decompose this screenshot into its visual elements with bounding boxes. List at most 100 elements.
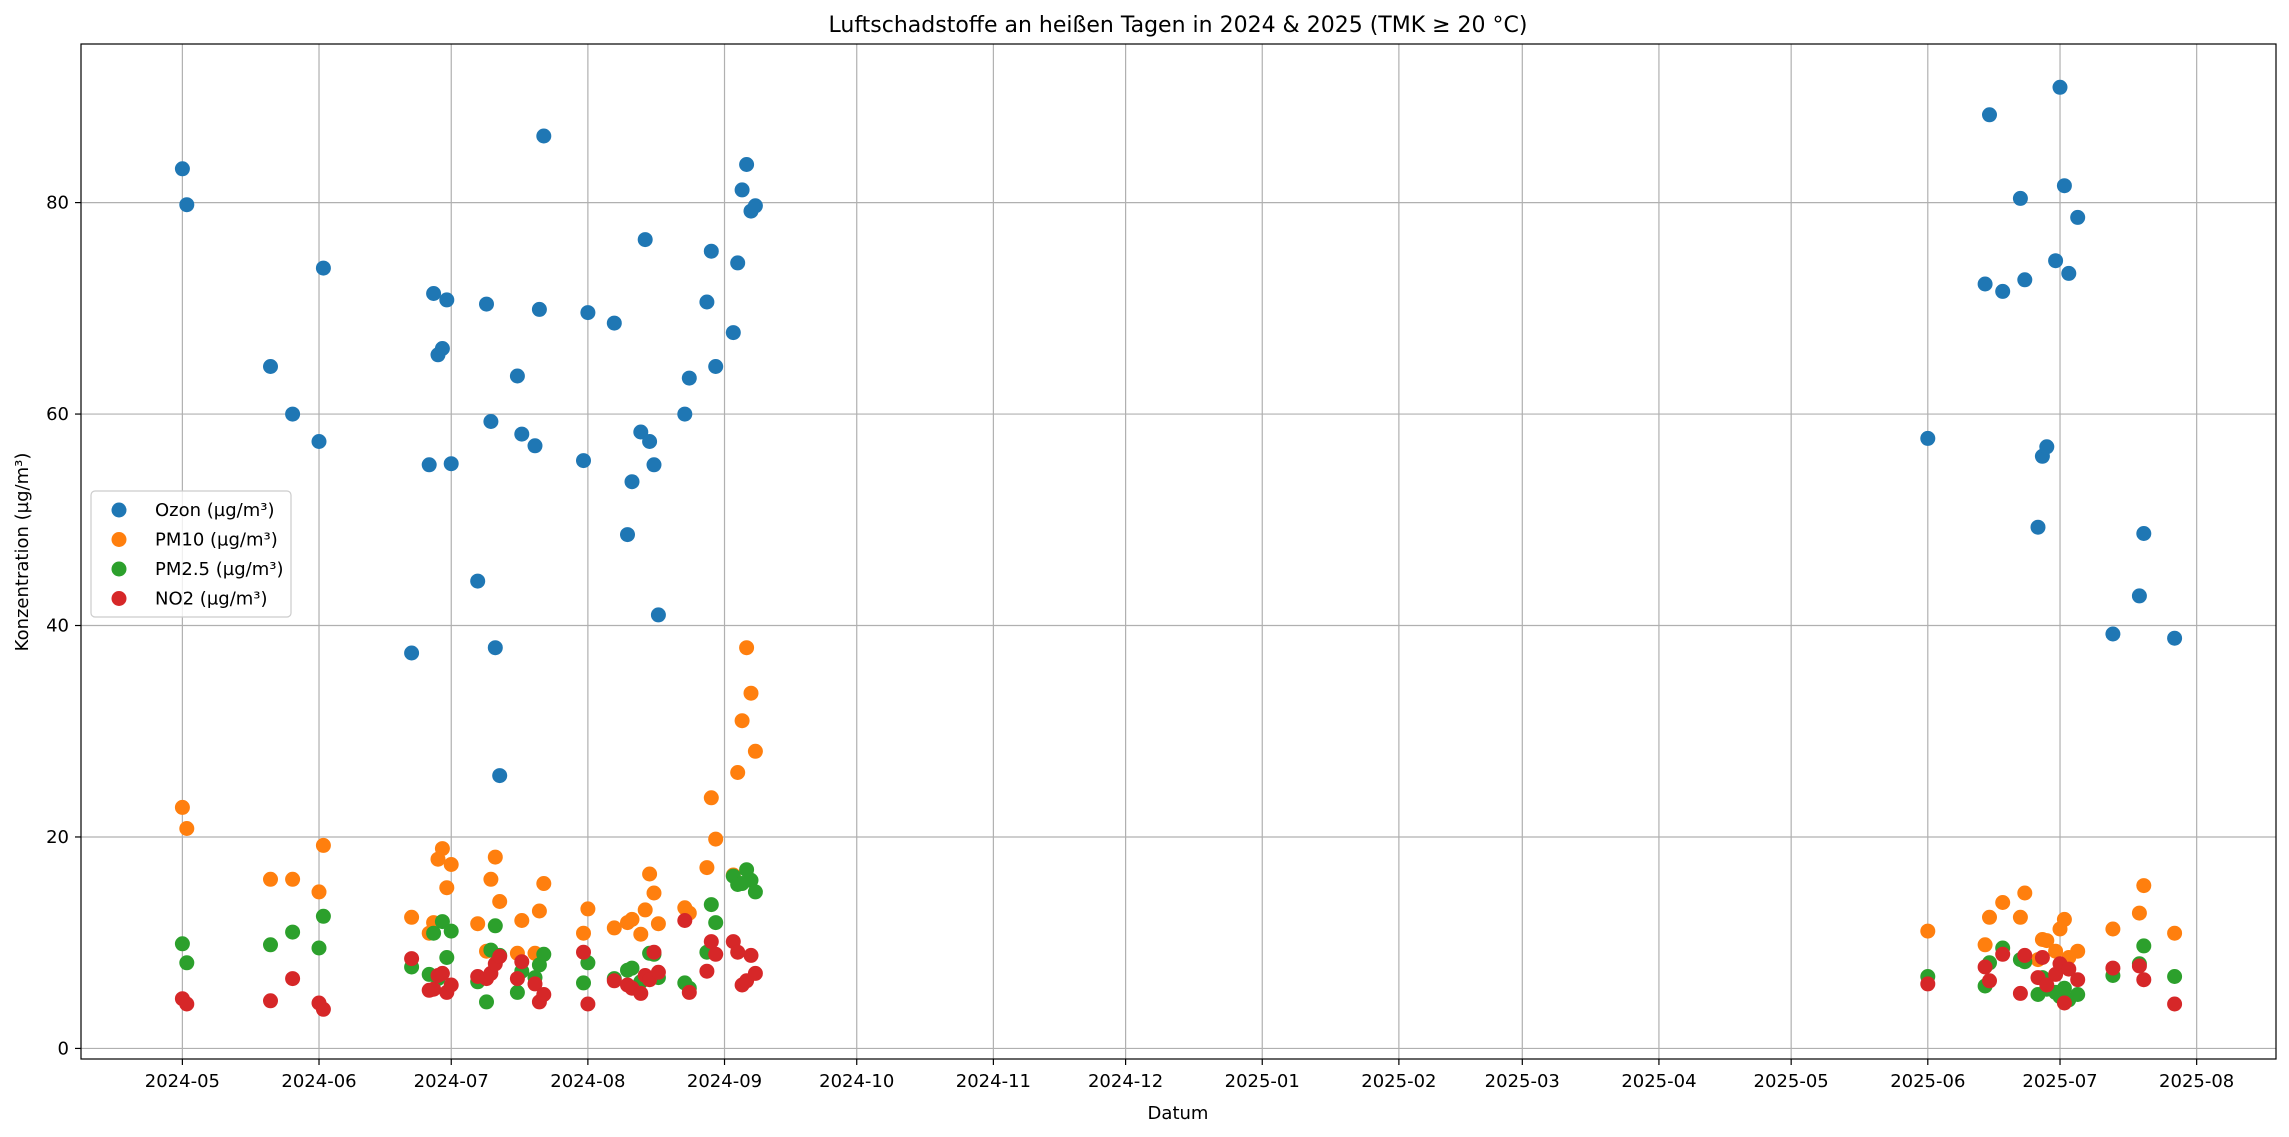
- data-point: [650, 916, 666, 932]
- y-axis-ticks: 0 20 40 60 80: [46, 193, 81, 1059]
- data-point: [285, 406, 301, 422]
- data-point: [576, 944, 591, 960]
- data-point: [703, 243, 719, 259]
- data-point: [730, 255, 746, 271]
- x-tick-label: 2024-12: [1088, 1071, 1163, 1092]
- data-point: [1920, 923, 1936, 939]
- data-point: [699, 294, 715, 310]
- data-point: [285, 871, 301, 887]
- data-point: [479, 994, 494, 1010]
- data-point: [514, 426, 530, 442]
- x-tick-label: 2024-09: [687, 1071, 762, 1092]
- legend: Ozon (µg/m³) PM10 (µg/m³) PM2.5 (µg/m³) NO2…: [90, 490, 292, 618]
- legend-marker: [111, 502, 127, 518]
- y-tick-label: 0: [58, 1038, 69, 1059]
- series-3: [174, 913, 2183, 1017]
- data-point: [483, 871, 499, 887]
- data-point: [2105, 626, 2121, 642]
- data-point: [730, 944, 746, 960]
- data-point: [725, 325, 741, 341]
- data-point: [2070, 972, 2086, 988]
- data-point: [285, 924, 301, 940]
- data-point: [606, 973, 622, 989]
- data-point: [2056, 995, 2072, 1011]
- data-point: [677, 406, 693, 422]
- data-point: [2039, 933, 2055, 949]
- x-tick-label: 2024-06: [281, 1071, 356, 1092]
- y-tick-label: 80: [46, 193, 69, 214]
- data-point: [263, 937, 278, 953]
- data-point: [739, 157, 755, 172]
- data-point: [708, 946, 724, 962]
- data-point: [2012, 909, 2028, 925]
- data-point: [2167, 630, 2183, 646]
- data-point: [536, 946, 552, 962]
- data-point: [404, 645, 420, 661]
- data-point: [434, 965, 450, 981]
- data-point: [642, 866, 658, 882]
- data-point: [2070, 943, 2086, 959]
- data-point: [739, 640, 755, 656]
- x-tick-label: 2025-08: [2159, 1071, 2234, 1092]
- data-point: [421, 457, 437, 473]
- data-point: [509, 971, 525, 987]
- series-0: [174, 79, 2183, 784]
- data-point: [624, 474, 640, 490]
- plot-area: [81, 44, 2276, 1059]
- data-point: [2030, 519, 2046, 535]
- data-point: [734, 713, 750, 729]
- data-point: [263, 871, 278, 887]
- data-point: [179, 821, 195, 836]
- legend-entry: NO2 (µg/m³): [155, 589, 268, 610]
- data-point: [747, 743, 763, 759]
- data-point: [2039, 977, 2055, 993]
- data-point: [677, 913, 693, 928]
- data-point: [426, 925, 442, 941]
- data-point: [2017, 947, 2033, 963]
- data-point: [263, 993, 278, 1009]
- data-point: [650, 607, 666, 623]
- x-axis-label: Datum: [1148, 1103, 1209, 1124]
- data-point: [637, 902, 653, 918]
- data-point: [492, 948, 508, 964]
- data-point: [699, 963, 715, 979]
- data-point: [646, 944, 662, 960]
- data-point: [527, 438, 543, 454]
- data-point: [2131, 588, 2147, 604]
- data-point: [315, 837, 331, 853]
- data-point: [179, 996, 195, 1012]
- data-point: [580, 901, 596, 917]
- data-point: [747, 965, 763, 981]
- x-axis-ticks: 2024-05 2024-06 2024-07 2024-08 2024-09 2024-…: [145, 1059, 2234, 1092]
- data-point: [470, 916, 486, 932]
- legend-frame: [90, 490, 292, 618]
- data-point: [509, 368, 525, 384]
- data-point: [315, 1001, 331, 1017]
- data-point: [734, 182, 750, 198]
- x-tick-label: 2025-06: [1890, 1071, 1965, 1092]
- data-point: [576, 453, 591, 469]
- data-point: [311, 940, 327, 956]
- data-point: [1977, 276, 1993, 292]
- data-point: [708, 915, 724, 931]
- data-point: [699, 860, 715, 876]
- data-point: [2136, 526, 2152, 541]
- data-point: [2131, 958, 2147, 974]
- y-axis-label: Konzentration (µg/m³): [12, 453, 33, 652]
- data-point: [2017, 272, 2033, 288]
- data-point: [443, 977, 459, 993]
- x-tick-label: 2024-05: [145, 1071, 220, 1092]
- data-point: [1995, 895, 2011, 910]
- data-point: [703, 934, 719, 950]
- data-point: [646, 457, 662, 473]
- grid-lines: [81, 44, 2276, 1059]
- x-tick-label: 2025-02: [1361, 1071, 1436, 1092]
- data-point: [536, 876, 552, 891]
- x-tick-label: 2025-04: [1621, 1071, 1696, 1092]
- data-point: [439, 950, 455, 965]
- data-point: [2167, 925, 2183, 941]
- y-tick-label: 40: [46, 616, 69, 637]
- data-point: [174, 799, 190, 815]
- chart-title: Luftschadstoffe an heißen Tagen in 2024 …: [829, 13, 1528, 38]
